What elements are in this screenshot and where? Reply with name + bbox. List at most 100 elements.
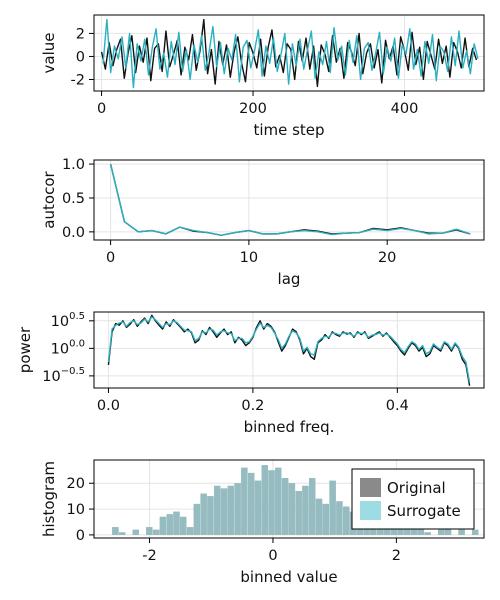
legend: Original Surrogate <box>351 468 475 530</box>
y-tick-exponent: 0.5 <box>69 311 85 322</box>
y-tick-label: 10 <box>67 502 85 518</box>
hist-bar-surrogate <box>329 480 336 535</box>
hist-bar-surrogate <box>214 485 221 535</box>
hist-bar-surrogate <box>309 478 316 535</box>
y-tick-label: 20 <box>67 476 85 492</box>
hist-bar-surrogate <box>227 485 234 535</box>
hist-bar-surrogate <box>220 488 228 535</box>
x-tick-label: 200 <box>239 101 267 117</box>
y-tick-label: 100.0 <box>51 338 85 357</box>
data-layer <box>109 163 471 236</box>
hist-bar-surrogate <box>166 514 173 535</box>
hist-bar-surrogate <box>295 490 302 535</box>
plot-frame <box>93 14 485 92</box>
x-tick-label: -2 <box>142 548 156 564</box>
series-line-surrogate <box>109 163 471 236</box>
hist-bar-surrogate <box>288 483 296 535</box>
y-tick-label: 100.5 <box>51 311 85 330</box>
x-tick-label: 20 <box>378 250 396 266</box>
x-axis-label: time step <box>253 121 324 139</box>
hist-bar-surrogate <box>193 503 201 535</box>
hist-bar-surrogate <box>336 501 343 535</box>
legend-swatch-original <box>360 478 381 497</box>
y-axis-label: power <box>16 326 34 373</box>
x-tick-label: 2 <box>392 548 401 564</box>
hist-bar-surrogate <box>444 527 452 535</box>
y-tick-label: 0.0 <box>62 225 85 241</box>
y-tick-label: 2 <box>76 26 85 42</box>
panel-1: 0 200 400 -2 0 2 time step value <box>40 14 485 139</box>
hist-bar-surrogate <box>118 532 126 535</box>
x-tick-label: 0 <box>97 101 106 117</box>
hist-bar-surrogate <box>342 506 350 535</box>
y-tick-label: -2 <box>71 72 85 88</box>
y-axis-label: autocor <box>40 170 58 228</box>
y-tick-base: 10 <box>51 314 69 330</box>
series-line-surrogate <box>102 18 479 89</box>
y-tick-exponent: −0.5 <box>61 366 85 377</box>
hist-bar-surrogate <box>112 527 119 535</box>
hist-bar-surrogate <box>152 529 160 535</box>
hist-bar-surrogate <box>281 478 289 535</box>
hist-bar-surrogate <box>241 467 248 535</box>
hist-bar-surrogate <box>173 511 180 535</box>
hist-bar-surrogate <box>438 529 445 535</box>
plot-frame <box>93 311 485 389</box>
hist-bar-surrogate <box>261 465 268 535</box>
data-layer <box>107 314 471 386</box>
hist-bar-surrogate <box>186 527 194 535</box>
hist-bar-surrogate <box>207 496 214 535</box>
y-tick-base: 10 <box>42 369 60 385</box>
y-tick-label: 1.0 <box>62 157 85 173</box>
x-axis-label: binned value <box>240 568 337 586</box>
legend-label-surrogate: Surrogate <box>387 502 461 520</box>
hist-bar-surrogate <box>254 480 262 535</box>
x-tick-label: 0.4 <box>386 398 409 414</box>
y-tick-exponent: 0.0 <box>69 338 85 349</box>
y-axis-label: value <box>40 33 58 74</box>
hist-bar-surrogate <box>200 493 207 535</box>
hist-bar-surrogate <box>458 529 465 535</box>
hist-bar-surrogate <box>275 467 282 535</box>
y-tick-base: 10 <box>51 341 69 357</box>
x-tick-label: 0 <box>268 548 277 564</box>
x-tick-label: 400 <box>391 101 419 117</box>
hist-bar-surrogate <box>146 527 153 535</box>
hist-bar-surrogate <box>315 498 323 535</box>
panel-2: 0 10 20 0.0 0.5 1.0 lag autocor <box>40 157 485 288</box>
hist-bar-surrogate <box>132 529 139 535</box>
hist-bar-surrogate <box>159 516 167 535</box>
x-axis-label: binned freq. <box>244 418 335 436</box>
hist-bar-surrogate <box>234 483 241 535</box>
hist-bar-surrogate <box>417 524 425 535</box>
y-tick-label: 0.5 <box>62 191 85 207</box>
series-line-original <box>107 314 471 386</box>
series-line-surrogate <box>107 316 471 383</box>
y-tick-label: 10−0.5 <box>42 366 85 385</box>
hist-bar-surrogate <box>247 472 255 535</box>
plot-frame <box>93 159 485 241</box>
hist-bar-surrogate <box>424 532 431 535</box>
x-tick-label: 10 <box>240 250 258 266</box>
series-line-original <box>100 18 478 88</box>
hist-bar-surrogate <box>268 470 275 535</box>
hist-bar-surrogate <box>322 503 330 535</box>
y-tick-label: 0 <box>76 528 85 544</box>
hist-bar-surrogate <box>180 516 187 535</box>
x-tick-label: 0 <box>106 250 115 266</box>
legend-swatch-surrogate <box>360 501 381 520</box>
plot-frame <box>93 459 485 539</box>
x-tick-label: 0.2 <box>241 398 264 414</box>
y-axis-label: histogram <box>40 461 58 537</box>
x-axis-label: lag <box>278 270 301 288</box>
x-tick-label: 0.0 <box>97 398 120 414</box>
series-line-original <box>109 163 471 236</box>
legend-label-original: Original <box>387 479 446 497</box>
y-tick-label: 0 <box>76 49 85 65</box>
hist-bar-surrogate <box>471 529 479 535</box>
data-layer <box>100 18 479 89</box>
hist-bar-surrogate <box>302 485 309 535</box>
